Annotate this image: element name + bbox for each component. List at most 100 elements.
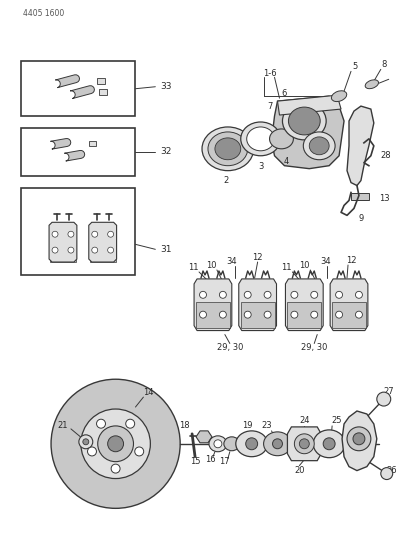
Circle shape bbox=[311, 292, 318, 298]
Text: 9: 9 bbox=[358, 214, 364, 223]
Circle shape bbox=[311, 311, 318, 318]
Circle shape bbox=[81, 409, 151, 479]
Text: 6: 6 bbox=[282, 88, 287, 98]
Text: 18: 18 bbox=[179, 422, 189, 431]
Circle shape bbox=[126, 419, 135, 428]
Ellipse shape bbox=[331, 91, 347, 102]
Circle shape bbox=[273, 439, 282, 449]
Text: 29, 30: 29, 30 bbox=[217, 343, 243, 352]
Text: 28: 28 bbox=[381, 151, 391, 160]
Text: 32: 32 bbox=[160, 147, 172, 156]
Circle shape bbox=[200, 311, 206, 318]
Circle shape bbox=[92, 247, 98, 253]
Circle shape bbox=[347, 427, 371, 451]
Ellipse shape bbox=[247, 127, 275, 151]
Circle shape bbox=[244, 311, 251, 318]
Circle shape bbox=[98, 426, 133, 462]
Polygon shape bbox=[89, 222, 117, 262]
Circle shape bbox=[88, 447, 96, 456]
Text: 33: 33 bbox=[160, 82, 172, 91]
Circle shape bbox=[220, 292, 226, 298]
Ellipse shape bbox=[303, 132, 335, 160]
Circle shape bbox=[355, 311, 362, 318]
Ellipse shape bbox=[270, 129, 293, 149]
Ellipse shape bbox=[241, 122, 280, 156]
Polygon shape bbox=[286, 279, 323, 330]
Circle shape bbox=[79, 435, 93, 449]
Text: 12: 12 bbox=[253, 253, 263, 262]
Circle shape bbox=[264, 292, 271, 298]
Text: 3: 3 bbox=[258, 162, 263, 171]
Circle shape bbox=[295, 434, 314, 454]
Text: 24: 24 bbox=[299, 416, 310, 425]
Text: 10: 10 bbox=[299, 261, 310, 270]
Text: 7: 7 bbox=[267, 102, 272, 111]
Circle shape bbox=[353, 433, 365, 445]
Text: 27: 27 bbox=[384, 386, 394, 395]
Circle shape bbox=[381, 467, 393, 480]
Bar bbox=[21, 188, 135, 275]
Text: 15: 15 bbox=[190, 457, 200, 466]
Text: 16: 16 bbox=[205, 455, 215, 464]
Circle shape bbox=[68, 247, 74, 253]
Polygon shape bbox=[194, 279, 232, 330]
Ellipse shape bbox=[208, 132, 248, 166]
Circle shape bbox=[108, 247, 113, 253]
Bar bbox=[21, 128, 135, 175]
Circle shape bbox=[111, 464, 120, 473]
Ellipse shape bbox=[224, 437, 240, 451]
Bar bbox=[50, 240, 76, 262]
Polygon shape bbox=[272, 96, 344, 168]
Polygon shape bbox=[239, 279, 277, 330]
Text: 13: 13 bbox=[379, 194, 389, 203]
Text: 21: 21 bbox=[58, 422, 68, 431]
Circle shape bbox=[97, 419, 106, 428]
Text: 5: 5 bbox=[353, 62, 357, 71]
Text: 4405 1600: 4405 1600 bbox=[23, 9, 64, 18]
Circle shape bbox=[92, 231, 98, 237]
Circle shape bbox=[336, 292, 343, 298]
Circle shape bbox=[377, 392, 391, 406]
Ellipse shape bbox=[264, 432, 291, 456]
Circle shape bbox=[68, 231, 74, 237]
Text: 23: 23 bbox=[261, 422, 272, 431]
Text: 25: 25 bbox=[332, 416, 342, 425]
Text: 12: 12 bbox=[346, 255, 356, 264]
Text: 29, 30: 29, 30 bbox=[301, 343, 328, 352]
Ellipse shape bbox=[236, 431, 268, 457]
Circle shape bbox=[291, 292, 298, 298]
Polygon shape bbox=[347, 106, 374, 185]
Circle shape bbox=[83, 439, 89, 445]
Text: 4: 4 bbox=[284, 157, 289, 166]
Circle shape bbox=[108, 436, 124, 452]
Text: 14: 14 bbox=[143, 387, 154, 397]
Circle shape bbox=[244, 292, 251, 298]
Circle shape bbox=[108, 231, 113, 237]
Circle shape bbox=[299, 439, 309, 449]
Circle shape bbox=[52, 247, 58, 253]
Text: 1-6: 1-6 bbox=[263, 69, 276, 78]
Bar bbox=[21, 61, 135, 116]
Polygon shape bbox=[287, 302, 321, 328]
Circle shape bbox=[246, 438, 257, 450]
Text: 17: 17 bbox=[220, 457, 230, 466]
Bar bbox=[97, 78, 105, 84]
Polygon shape bbox=[55, 75, 80, 87]
Bar bbox=[351, 192, 369, 200]
Polygon shape bbox=[277, 95, 341, 115]
Circle shape bbox=[220, 311, 226, 318]
Ellipse shape bbox=[309, 137, 329, 155]
Text: 20: 20 bbox=[294, 466, 305, 475]
Ellipse shape bbox=[365, 80, 379, 88]
Circle shape bbox=[336, 311, 343, 318]
Polygon shape bbox=[196, 302, 230, 328]
Polygon shape bbox=[64, 150, 85, 161]
Polygon shape bbox=[49, 222, 77, 262]
Text: 31: 31 bbox=[160, 245, 172, 254]
Polygon shape bbox=[332, 302, 366, 328]
Text: 26: 26 bbox=[386, 466, 397, 475]
Ellipse shape bbox=[202, 127, 254, 171]
Polygon shape bbox=[287, 427, 321, 461]
Ellipse shape bbox=[209, 436, 227, 452]
Circle shape bbox=[264, 311, 271, 318]
